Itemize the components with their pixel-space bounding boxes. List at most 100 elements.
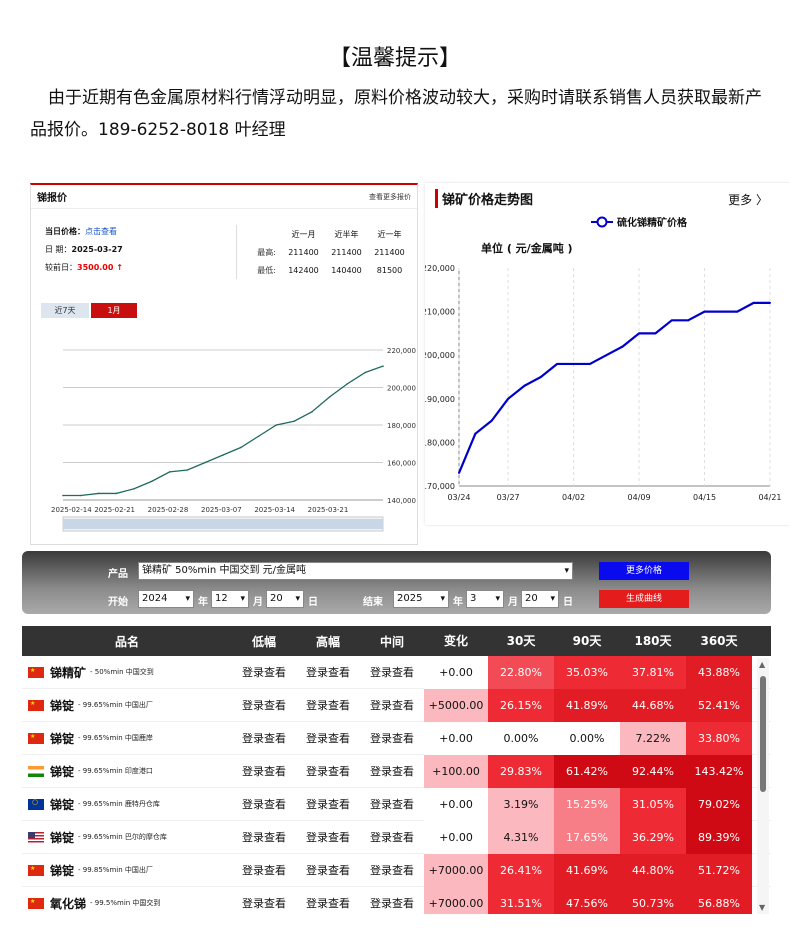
product-cell[interactable]: ★ 锑锭 - 99.65%min 中国出厂 — [22, 697, 232, 714]
mid-cell[interactable]: 登录查看 — [370, 732, 414, 745]
mid-cell[interactable]: 登录查看 — [370, 864, 414, 877]
start-day-select[interactable]: 20 ▾ — [266, 590, 304, 608]
low-cell[interactable]: 登录查看 — [242, 765, 286, 778]
flag-cn-icon: ★ — [28, 732, 44, 744]
data-point — [204, 461, 207, 464]
x-tick-label: 2025-03-14 — [254, 506, 295, 514]
data-point — [133, 487, 135, 490]
change-cell: +7000.00 — [424, 886, 488, 914]
end-day-select[interactable]: 20 ▾ — [521, 590, 559, 608]
product-cell[interactable]: ★ 锑锭 - 99.65%min 中国鹿岸 — [22, 730, 232, 747]
low-cell[interactable]: 登录查看 — [242, 732, 286, 745]
data-point — [490, 419, 493, 422]
pct-30d-cell: 26.41% — [488, 853, 554, 887]
scroll-down-icon[interactable]: ▼ — [759, 903, 766, 912]
table-row[interactable]: ★ 锑锭 - 99.65%min 中国鹿岸 登录查看 登录查看 登录查看 +0.… — [22, 721, 771, 755]
data-point — [346, 382, 349, 385]
product-select[interactable]: 锑精矿 50%min 中国交到 元/金属吨 ▾ — [138, 562, 573, 580]
trend-more-link[interactable]: 更多 〉 — [728, 193, 768, 207]
low-cell[interactable]: 登录查看 — [242, 897, 286, 910]
y-tick-label: 140,000 — [387, 497, 416, 505]
low-cell[interactable]: 登录查看 — [242, 699, 286, 712]
trend-title: 锑矿价格走势图 — [435, 189, 533, 208]
pct-30d-cell: 3.19% — [488, 787, 554, 821]
mid-cell[interactable]: 登录查看 — [370, 666, 414, 679]
more-prices-button[interactable]: 更多价格 — [599, 562, 689, 580]
chevron-down-icon: ▾ — [440, 594, 445, 604]
end-year-select[interactable]: 2025 ▾ — [393, 590, 449, 608]
pct-180d-cell: 37.81% — [620, 655, 686, 689]
stats-header: 近半年 — [334, 229, 359, 239]
product-cell[interactable]: ★ 锑锭 - 99.85%min 中国出厂 — [22, 862, 232, 879]
low-cell[interactable]: 登录查看 — [242, 864, 286, 877]
high-cell[interactable]: 登录查看 — [306, 831, 350, 844]
chevron-down-icon: ▾ — [564, 566, 569, 576]
table-row[interactable]: ★ 锑锭 - 99.85%min 中国出厂 登录查看 登录查看 登录查看 +70… — [22, 853, 771, 887]
table-row[interactable]: 锑锭 - 99.65%min 印度港口 登录查看 登录查看 登录查看 +100.… — [22, 754, 771, 788]
mid-cell[interactable]: 登录查看 — [370, 765, 414, 778]
mid-cell[interactable]: 登录查看 — [370, 699, 414, 712]
x-tick-label: 03/27 — [497, 493, 520, 502]
header-90d: 90天 — [572, 634, 602, 648]
mid-cell[interactable]: 登录查看 — [370, 831, 414, 844]
product-label: 产品 — [108, 569, 128, 580]
high-cell[interactable]: 登录查看 — [306, 897, 350, 910]
table-row[interactable]: ★ 氧化锑 - 99.5%min 中国交到 登录查看 登录查看 登录查看 +70… — [22, 886, 771, 914]
data-point — [474, 432, 477, 435]
product-cell[interactable]: ★ 氧化锑 - 99.5%min 中国交到 — [22, 895, 232, 912]
data-point — [382, 365, 384, 367]
table-row[interactable]: ★ 锑精矿 - 50%min 中国交到 登录查看 登录查看 登录查看 +0.00… — [22, 655, 771, 689]
product-cell[interactable]: 锑锭 - 99.65%min 巴尔的摩仓库 — [22, 829, 232, 846]
legend-marker-icon — [591, 216, 613, 227]
more-prices-link[interactable]: 查看更多报价 — [369, 192, 411, 201]
scroll-thumb[interactable] — [760, 676, 766, 792]
scroll-up-icon[interactable]: ▲ — [759, 660, 766, 669]
pct-90d-cell: 47.56% — [554, 886, 620, 914]
price-line — [457, 301, 770, 474]
start-year-select[interactable]: 2024 ▾ — [138, 590, 194, 608]
mid-cell[interactable]: 登录查看 — [370, 798, 414, 811]
data-point — [328, 396, 331, 398]
y-tick-label: 200,000 — [425, 351, 455, 360]
low-cell[interactable]: 登录查看 — [242, 831, 286, 844]
start-month-select[interactable]: 12 ▾ — [211, 590, 249, 608]
notice-title: 【温馨提示】 — [328, 46, 461, 71]
low-cell[interactable]: 登录查看 — [242, 666, 286, 679]
start-year-value: 2024 — [142, 593, 168, 604]
data-point — [588, 362, 591, 365]
x-tick-label: 2025-02-28 — [148, 506, 189, 514]
high-cell[interactable]: 登录查看 — [306, 732, 350, 745]
table-row[interactable]: 锑锭 - 99.65%min 巴尔的摩仓库 登录查看 登录查看 登录查看 +0.… — [22, 820, 771, 854]
product-name: 锑精矿 — [50, 665, 87, 680]
pct-90d-cell: 61.42% — [554, 754, 620, 788]
data-point — [364, 371, 367, 374]
product-cell[interactable]: ★ 锑精矿 - 50%min 中国交到 — [22, 664, 232, 681]
flag-cn-icon: ★ — [28, 699, 44, 711]
table-scrollbar[interactable]: ▲ ▼ — [757, 658, 769, 914]
end-month-select[interactable]: 3 ▾ — [466, 590, 504, 608]
product-cell[interactable]: ○ 锑锭 - 99.65%min 鹿特丹仓库 — [22, 796, 232, 813]
tab-1-month[interactable]: 1月 — [91, 303, 137, 318]
legend-label: 硫化锑精矿价格 — [617, 218, 687, 229]
product-name: 氧化锑 — [50, 896, 87, 911]
low-cell[interactable]: 登录查看 — [242, 798, 286, 811]
stats-value: 81500 — [376, 265, 403, 275]
generate-curve-button[interactable]: 生成曲线 — [599, 590, 689, 608]
tab-7-days[interactable]: 近7天 — [41, 303, 89, 318]
data-point — [687, 319, 690, 322]
high-cell[interactable]: 登录查看 — [306, 765, 350, 778]
table-row[interactable]: ★ 锑锭 - 99.65%min 中国出厂 登录查看 登录查看 登录查看 +50… — [22, 688, 771, 722]
today-link[interactable]: 点击查看 — [85, 227, 117, 236]
table-row[interactable]: ○ 锑锭 - 99.65%min 鹿特丹仓库 登录查看 登录查看 登录查看 +0… — [22, 787, 771, 821]
month-unit: 月 — [508, 597, 518, 608]
mid-cell[interactable]: 登录查看 — [370, 897, 414, 910]
data-point — [752, 301, 755, 304]
product-name: 锑锭 — [50, 764, 75, 779]
high-cell[interactable]: 登录查看 — [306, 798, 350, 811]
pct-360d-cell: 56.88% — [686, 886, 752, 914]
high-cell[interactable]: 登录查看 — [306, 666, 350, 679]
data-point — [79, 494, 82, 497]
product-cell[interactable]: 锑锭 - 99.65%min 印度港口 — [22, 763, 232, 780]
high-cell[interactable]: 登录查看 — [306, 864, 350, 877]
high-cell[interactable]: 登录查看 — [306, 699, 350, 712]
